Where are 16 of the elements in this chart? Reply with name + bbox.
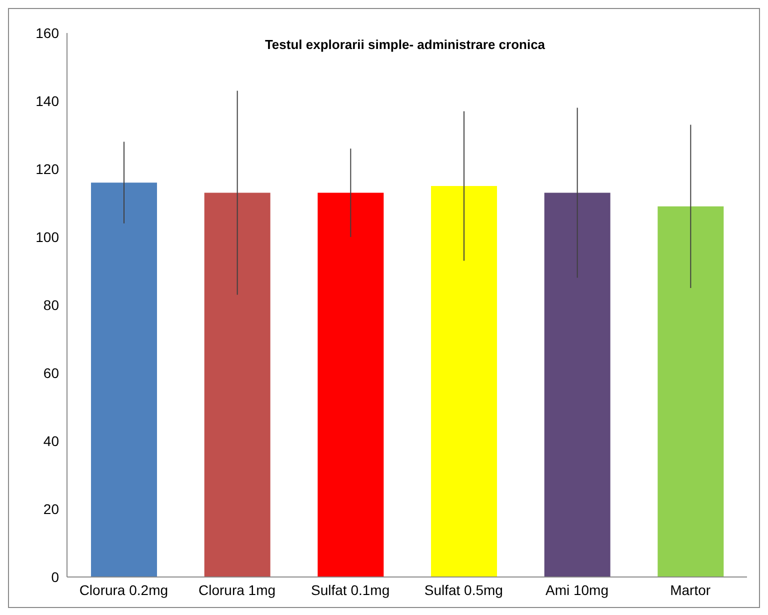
x-tick-label: Sulfat 0.5mg [424,582,503,598]
x-tick-label: Ami 10mg [545,582,609,598]
y-tick-label: 120 [36,160,60,177]
y-tick-label: 0 [51,568,60,585]
x-tick-label: Clorura 1mg [198,582,276,598]
y-tick-label: 60 [43,364,60,381]
y-tick-label: 160 [36,24,60,41]
y-tick-label: 20 [43,500,60,517]
y-tick-label: 80 [43,296,60,313]
x-tick-label: Martor [670,582,711,598]
x-tick-label: Clorura 0.2mg [79,582,168,598]
y-tick-label: 140 [36,92,60,109]
y-tick-label: 40 [43,432,60,449]
y-tick-label: 100 [36,228,60,245]
x-tick-label: Sulfat 0.1mg [311,582,390,598]
chart-title: Testul explorarii simple- administrare cronica [264,37,546,52]
